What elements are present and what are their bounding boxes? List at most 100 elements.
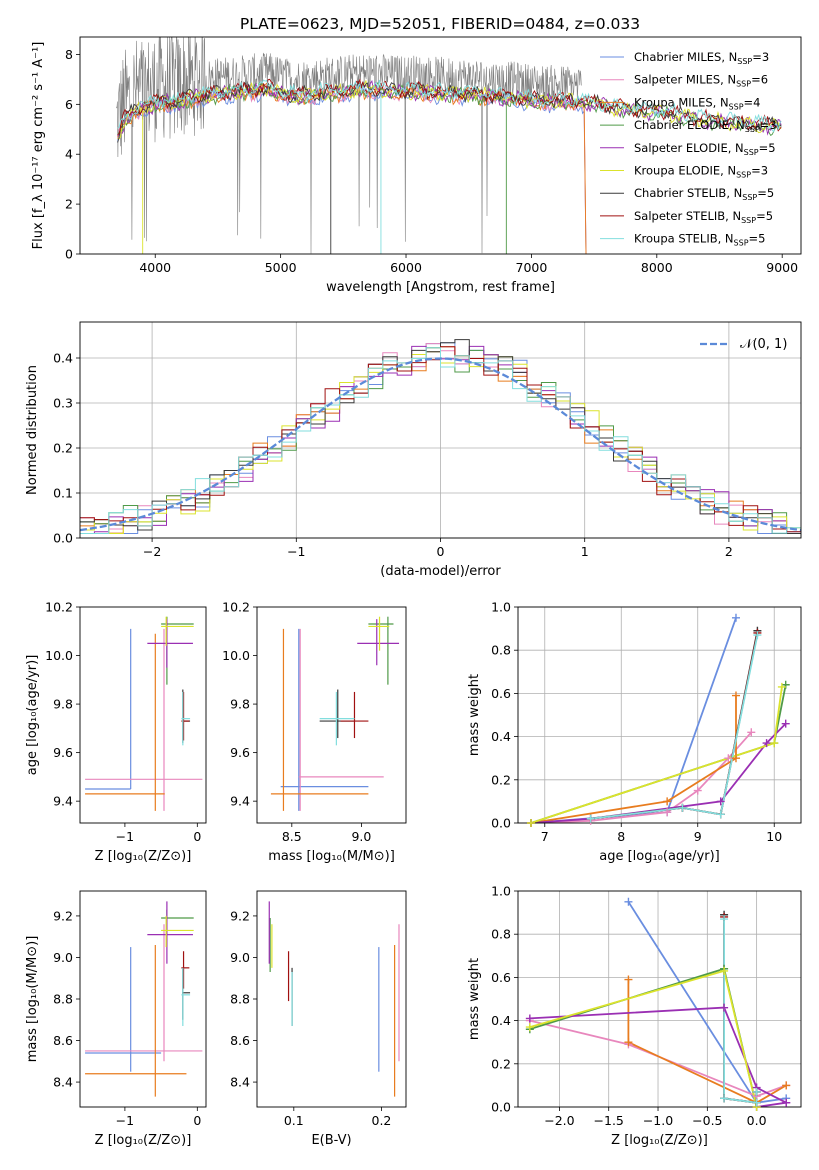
axes-frame: −2.0 −1.5 −1.0 −0.5 0.0 0.0 0.2 0.4 0.6 0.8 1.0 Z […	[467, 884, 802, 1148]
y-axis-label: Normed distribution	[25, 365, 40, 495]
mass-weight-marker-salpeter-elodie	[781, 719, 790, 728]
y-tick-label: 10.0	[222, 648, 250, 663]
y-tick-label: 8.6	[53, 1033, 73, 1048]
x-tick-label: 8000	[641, 260, 673, 275]
mass-weight-marker-kroupa-stelib	[716, 810, 725, 819]
mass-weight-marker-salpeter-elodie	[720, 1003, 729, 1012]
legend-label-chabrier-elodie: Chabrier ELODIE, NSSP=3	[634, 118, 777, 134]
massweight-vs-age-panel: 7 8 9 10 0.0 0.2 0.4 0.6 0.8 1.0 age [log₁₀(age/yr…	[467, 600, 802, 864]
y-tick-label: 6	[65, 97, 73, 112]
legend-label-salpeter-miles: Salpeter MILES, NSSP=6	[634, 73, 768, 89]
x-axis-label: mass [log₁₀(M/M⊙)]	[268, 849, 395, 864]
x-axis-label: Z [log₁₀(Z/Z⊙)]	[95, 849, 192, 864]
x-tick-label: 7	[541, 829, 549, 844]
figure-title: PLATE=0623, MJD=52051, FIBERID=0484, z=0…	[240, 15, 640, 33]
mass-weight-marker-kroupa-miles	[663, 797, 672, 806]
spectrum-panel: 4000 5000 6000 7000 8000 9000 0 2 4 6 8 wavelength …	[31, 36, 802, 295]
x-tick-label: 7000	[516, 260, 548, 275]
x-axis-label: Z [log₁₀(Z/Z⊙)]	[611, 1133, 708, 1148]
y-tick-label: 9.4	[53, 794, 73, 809]
grid-lines	[518, 606, 801, 824]
x-axis-label: Z [log₁₀(Z/Z⊙)]	[95, 1133, 192, 1148]
mass-weight-marker-kroupa-miles	[731, 691, 740, 700]
model-line-kroupa-miles	[117, 82, 587, 254]
x-tick-label: −1.5	[594, 1113, 624, 1128]
y-tick-label: 0.0	[491, 816, 511, 831]
mass-weight-line-kroupa-miles	[627, 979, 787, 1104]
x-tick-label: 10	[766, 829, 782, 844]
x-tick-label: −1	[287, 544, 305, 559]
mass-weight-marker-salpeter-elodie	[716, 797, 725, 806]
y-tick-label: 0.0	[53, 531, 73, 546]
x-tick-label: −2	[143, 544, 161, 559]
y-tick-label: 9.2	[53, 908, 73, 923]
x-tick-label: 9000	[766, 260, 798, 275]
y-tick-label: 0.2	[491, 1056, 511, 1071]
model-line-chabrier-miles	[117, 83, 587, 254]
y-tick-label: 0.8	[491, 927, 511, 942]
y-tick-label: 9.8	[53, 697, 73, 712]
model-line-kroupa-stelib	[117, 79, 782, 133]
x-tick-label: 5000	[265, 260, 297, 275]
x-tick-label: −0.5	[692, 1113, 722, 1128]
y-tick-label: 0.1	[53, 486, 73, 501]
x-tick-label: −1.0	[643, 1113, 673, 1128]
age-vs-mass-panel: 8.5 9.0 9.4 9.6 9.8 10.0 10.2 mass [log₁₀(M/M⊙)…	[222, 600, 407, 864]
y-tick-label: 1.0	[491, 600, 511, 615]
mass-weight-marker-kroupa-stelib	[752, 1087, 761, 1096]
mass-weight-line-salpeter-miles	[530, 731, 752, 823]
mass-vs-metallicity-panel: −1 0 8.4 8.6 8.8 9.0 9.2 Z [log₁₀(Z/Z⊙)] mass [l…	[25, 890, 207, 1148]
grid-lines	[518, 890, 801, 1108]
axes-frame: 0.1 0.2 8.4 8.6 8.8 9.0 9.2 E(B-V)	[230, 890, 407, 1148]
y-tick-label: 10.2	[222, 600, 250, 615]
model-line-salpeter-stelib	[117, 78, 782, 135]
x-axis-label: E(B-V)	[311, 1133, 351, 1148]
legend-label-salpeter-stelib: Salpeter STELIB, NSSP=5	[634, 209, 773, 225]
mass-weight-marker-kroupa-stelib	[720, 1094, 729, 1103]
plot-area	[530, 617, 787, 823]
y-tick-label: 10.2	[45, 600, 73, 615]
y-tick-label: 9.6	[230, 745, 250, 760]
legend-label-chabrier-miles: Chabrier MILES, NSSP=3	[634, 50, 769, 66]
mass-weight-marker-salpeter-miles	[663, 808, 672, 817]
axes-frame: 4000 5000 6000 7000 8000 9000 0 2 4 6 8 wavelength …	[31, 36, 802, 295]
y-tick-label: 8.8	[53, 992, 73, 1007]
mass-weight-line-kroupa-miles	[530, 695, 737, 823]
normal-curve	[80, 357, 801, 532]
y-tick-label: 9.4	[230, 794, 250, 809]
mass-weight-marker-salpeter-elodie	[762, 739, 771, 748]
x-tick-label: 0.0	[747, 1113, 767, 1128]
mass-weight-marker-salpeter-elodie	[782, 1098, 791, 1107]
y-tick-label: 10.0	[45, 648, 73, 663]
plot-area	[85, 616, 203, 811]
axes-box	[79, 321, 802, 539]
y-tick-label: 9.8	[230, 697, 250, 712]
mass-weight-marker-kroupa-elodie	[770, 739, 779, 748]
x-tick-label: 2	[725, 544, 733, 559]
x-tick-label: −2.0	[544, 1113, 574, 1128]
axes-frame: −2 −1 0 1 2 0.0 0.1 0.2 0.3 0.4 (data-model)/error…	[25, 321, 802, 579]
mass-weight-marker-salpeter-miles	[724, 754, 733, 763]
age-vs-metallicity-panel: −1 0 9.4 9.6 9.8 10.0 10.2 Z [log₁₀(Z/Z⊙)] age […	[25, 600, 207, 864]
mass-weight-marker-chabrier-miles	[624, 897, 633, 906]
x-tick-label: 9	[694, 829, 702, 844]
x-tick-label: 8.5	[282, 829, 302, 844]
y-tick-label: 0.6	[491, 686, 511, 701]
x-axis-label: wavelength [Angstrom, rest frame]	[326, 280, 555, 295]
x-tick-label: 1	[581, 544, 589, 559]
mass-weight-marker-salpeter-elodie	[525, 1014, 534, 1023]
axes-frame: −1 0 9.4 9.6 9.8 10.0 10.2 Z [log₁₀(Z/Z⊙)] age […	[25, 600, 207, 864]
x-tick-label: −1	[116, 1113, 134, 1128]
x-tick-label: 0	[193, 1113, 201, 1128]
mass-weight-line-salpeter-miles	[529, 1019, 787, 1098]
axes-box	[517, 890, 802, 1108]
y-tick-label: 0.4	[491, 729, 511, 744]
y-tick-label: 0.6	[491, 970, 511, 985]
y-tick-label: 8.8	[230, 992, 250, 1007]
y-tick-label: 0.4	[491, 1013, 511, 1028]
x-tick-label: 0	[193, 829, 201, 844]
y-tick-label: 0.4	[53, 351, 73, 366]
y-axis-label: mass weight	[467, 958, 482, 1040]
axes-frame: −1 0 8.4 8.6 8.8 9.0 9.2 Z [log₁₀(Z/Z⊙)] mass [l…	[25, 890, 207, 1148]
